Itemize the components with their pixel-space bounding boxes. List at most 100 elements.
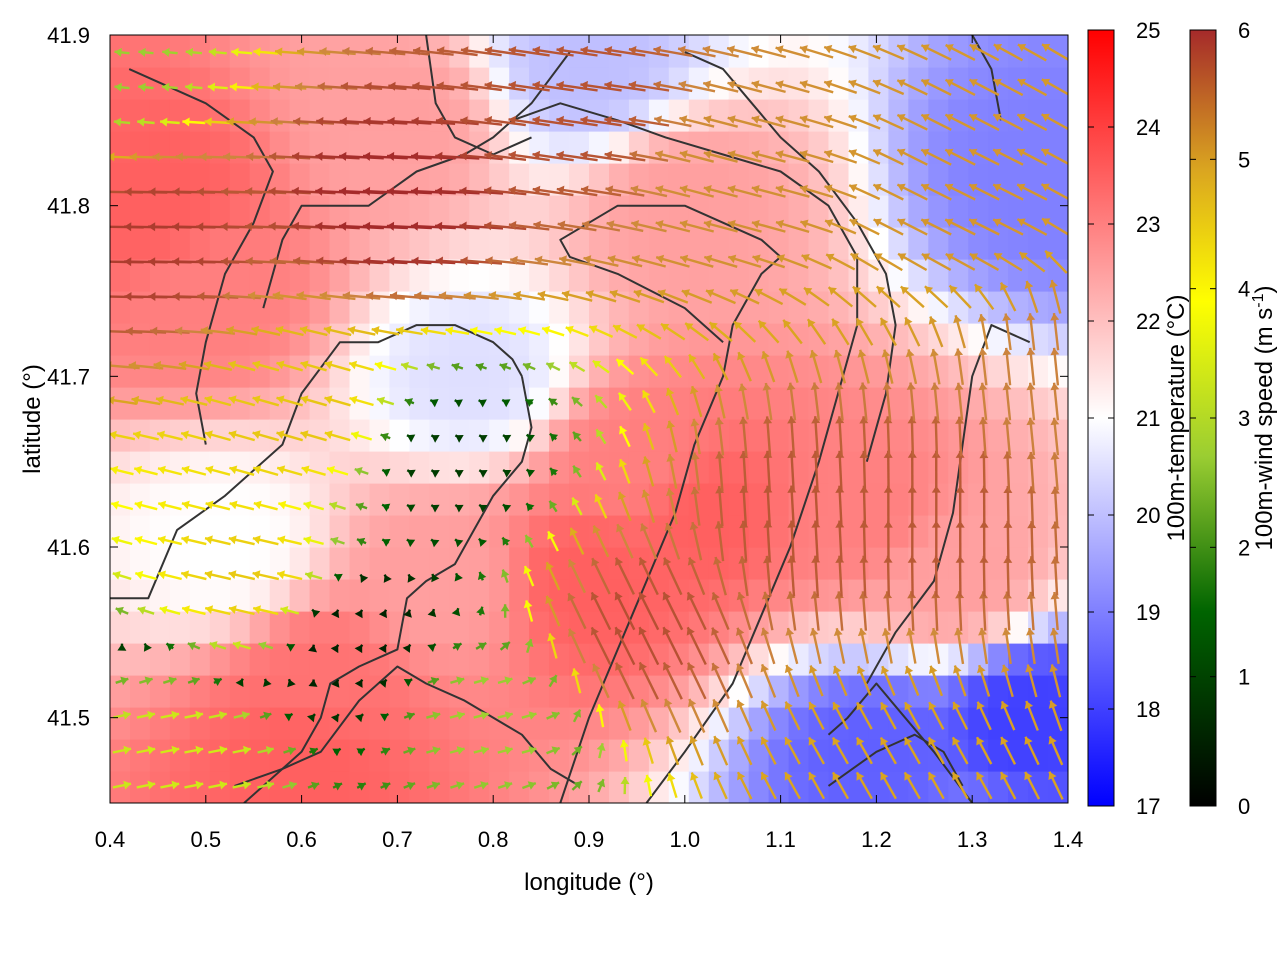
heatmap-cell xyxy=(848,323,870,356)
wind-vector xyxy=(276,570,303,581)
heatmap-cell xyxy=(169,611,191,644)
x-tick-label: 1.0 xyxy=(670,827,701,852)
heatmap-cell xyxy=(888,419,909,452)
contour-line xyxy=(262,51,571,309)
heatmap-cell xyxy=(309,707,331,740)
wind-vector xyxy=(252,605,279,616)
heatmap-cell xyxy=(1008,35,1029,68)
colorbar-tick-label: 0 xyxy=(1238,794,1250,819)
wind-vector xyxy=(136,780,156,790)
wind-vector xyxy=(1041,113,1068,131)
wind-vector xyxy=(208,780,228,790)
wind-vector xyxy=(594,493,608,519)
wind-vector xyxy=(454,538,464,548)
wind-vector xyxy=(703,254,738,268)
wind-vector xyxy=(1050,486,1060,526)
heatmap-cell xyxy=(110,643,131,676)
heatmap-cell xyxy=(349,579,371,612)
heatmap-cell xyxy=(209,259,231,292)
wind-vector xyxy=(906,382,916,421)
heatmap-cell xyxy=(429,195,450,228)
heatmap-cell xyxy=(149,707,171,740)
heatmap-cell xyxy=(249,579,271,612)
wind-vector xyxy=(1048,735,1064,766)
heatmap-cell xyxy=(888,323,909,356)
wind-vector xyxy=(595,704,605,728)
heatmap-cell xyxy=(209,579,231,612)
wind-vector xyxy=(157,570,182,581)
wind-vector xyxy=(522,676,537,685)
heatmap-cell xyxy=(369,451,391,484)
heatmap-cell xyxy=(549,579,570,612)
heatmap-cell xyxy=(688,323,710,356)
heatmap-cell xyxy=(329,547,351,580)
wind-vector xyxy=(751,185,786,198)
wind-vector xyxy=(111,535,133,546)
heatmap-cell xyxy=(409,483,430,516)
heatmap-cell xyxy=(748,707,770,740)
heatmap-cell xyxy=(189,739,211,772)
wind-vector xyxy=(969,252,1000,271)
heatmap-cell xyxy=(828,675,850,708)
wind-vector xyxy=(803,286,830,307)
wind-vector xyxy=(1003,451,1013,492)
wind-vector xyxy=(323,325,352,337)
wind-label-end: ) xyxy=(1251,286,1278,294)
heatmap-cell xyxy=(1028,707,1049,740)
wind-vector xyxy=(406,538,416,548)
heatmap-cell xyxy=(309,771,331,803)
wind-vector xyxy=(460,116,503,126)
heatmap-cell xyxy=(848,675,870,708)
heatmap-cell xyxy=(229,739,251,772)
heatmap-cell xyxy=(808,547,830,580)
wind-vector xyxy=(308,747,319,756)
heatmap-cell xyxy=(668,35,690,68)
wind-vector xyxy=(349,395,374,407)
heatmap-cell xyxy=(269,483,291,516)
wind-vector xyxy=(548,397,558,407)
heatmap-cell xyxy=(848,547,870,580)
wind-vector xyxy=(537,290,569,302)
heatmap-cell xyxy=(389,387,410,420)
heatmap-cell xyxy=(349,739,371,772)
wind-vector xyxy=(808,701,825,730)
heatmap-cell xyxy=(229,355,251,388)
heatmap-cell xyxy=(708,387,730,420)
wind-vector xyxy=(639,356,659,377)
heatmap-cell xyxy=(609,675,630,708)
wind-vector xyxy=(954,348,964,385)
heatmap-cell xyxy=(249,163,271,196)
wind-vector xyxy=(233,711,250,720)
wind-vector xyxy=(904,701,921,730)
heatmap-cell xyxy=(269,739,291,772)
heatmap-cell xyxy=(149,771,171,803)
wind-vector xyxy=(430,469,440,478)
wind-vector xyxy=(454,434,464,443)
wind-vector xyxy=(513,290,546,301)
heatmap-cell xyxy=(648,227,670,260)
heatmap-cell xyxy=(848,739,870,772)
wind-vector xyxy=(609,289,641,303)
wind-vector xyxy=(426,781,441,790)
wind-vector xyxy=(475,362,487,372)
heatmap-cell xyxy=(1008,387,1029,420)
wind-vector xyxy=(636,323,662,340)
heatmap-cell xyxy=(149,451,171,484)
heatmap-cell xyxy=(589,515,610,548)
heatmap-cell xyxy=(569,35,590,68)
heatmap-cell xyxy=(249,355,271,388)
heatmap-cell xyxy=(169,579,191,612)
heatmap-cell xyxy=(808,515,830,548)
wind-vector xyxy=(855,317,874,346)
heatmap-cell xyxy=(130,387,151,420)
wind-vector xyxy=(159,605,181,615)
wind-vector xyxy=(640,698,658,733)
wind-vector xyxy=(590,591,612,631)
wind-vector xyxy=(277,500,302,511)
wind-vector xyxy=(257,746,274,755)
wind-vector xyxy=(653,80,693,93)
heatmap-cell xyxy=(369,675,391,708)
temperature-heatmap xyxy=(110,35,1068,803)
wind-vector xyxy=(848,114,881,130)
heatmap-cell xyxy=(449,515,470,548)
